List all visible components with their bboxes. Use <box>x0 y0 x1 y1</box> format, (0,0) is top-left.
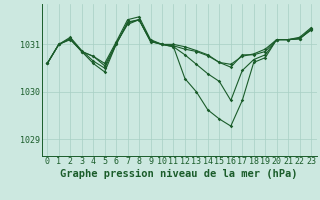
X-axis label: Graphe pression niveau de la mer (hPa): Graphe pression niveau de la mer (hPa) <box>60 169 298 179</box>
